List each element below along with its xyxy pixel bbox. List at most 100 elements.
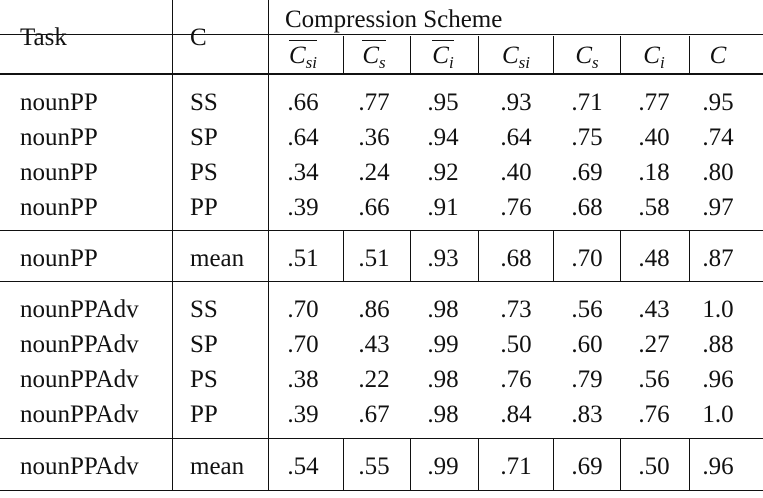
- divider-scheme-mean: [343, 230, 344, 281]
- cell-value: .83: [571, 401, 603, 428]
- cell-value: .92: [427, 159, 459, 186]
- cell-value: .27: [638, 331, 670, 358]
- cell-value: .84: [500, 401, 532, 428]
- cell-task: nounPPAdv: [20, 331, 139, 358]
- cell-value: .70: [287, 331, 319, 358]
- divider-scheme-mean: [343, 438, 344, 490]
- cell-value: .88: [702, 331, 734, 358]
- divider-scheme-mean: [553, 438, 554, 490]
- divider-task-c-mean: [172, 230, 173, 281]
- cell-condition: PP: [190, 401, 218, 428]
- cell-value: .98: [427, 401, 459, 428]
- cell-value: .95: [702, 89, 734, 116]
- divider-task-c-header: [172, 0, 173, 73]
- scheme-base: C: [709, 42, 727, 69]
- cell-mean-value: .71: [500, 453, 532, 480]
- divider-c-scheme: [268, 281, 269, 438]
- divider-scheme-2: [478, 36, 479, 73]
- cell-mean-label: mean: [190, 245, 245, 272]
- divider-task-c-mean: [172, 438, 173, 490]
- divider-scheme-5: [689, 36, 690, 73]
- scheme-base: C: [288, 42, 306, 69]
- cell-value: .18: [638, 159, 670, 186]
- cell-mean-value: .68: [500, 245, 532, 272]
- header-task: Task: [20, 24, 67, 51]
- cell-mean-value: .69: [571, 453, 603, 480]
- scheme-base: C: [432, 42, 449, 69]
- cell-value: .98: [427, 366, 459, 393]
- cell-mean-label: mean: [190, 453, 245, 480]
- cell-task: nounPPAdv: [20, 401, 139, 428]
- divider-scheme-mean: [410, 438, 411, 490]
- divider-c-scheme-header: [268, 0, 269, 73]
- divider-scheme-mean: [620, 438, 621, 490]
- header-compression-scheme: Compression Scheme: [285, 6, 503, 33]
- cell-value: .43: [358, 331, 390, 358]
- scheme-symbol: Ci: [432, 40, 454, 71]
- cell-value: 1.0: [702, 296, 734, 323]
- cell-value: .70: [287, 296, 319, 323]
- cell-value: .38: [287, 366, 319, 393]
- cell-mean-value: .55: [358, 453, 390, 480]
- cell-value: .69: [571, 159, 603, 186]
- cell-task: nounPP: [20, 89, 98, 116]
- cell-value: .43: [638, 296, 670, 323]
- scheme-subscript: i: [659, 53, 665, 72]
- cell-value: .36: [358, 124, 390, 151]
- rule-before-mean: [0, 230, 763, 231]
- cell-mean-value: .93: [427, 245, 459, 272]
- cell-value: .86: [358, 296, 390, 323]
- scheme-base: C: [575, 42, 593, 69]
- cell-condition: PP: [190, 194, 218, 221]
- divider-scheme-mean: [620, 230, 621, 281]
- cell-value: .76: [500, 366, 532, 393]
- cell-value: .40: [500, 159, 532, 186]
- rule-group-separator: [0, 281, 763, 282]
- header-scheme-0: Csi: [263, 40, 343, 71]
- cell-value: .67: [358, 401, 390, 428]
- scheme-subscript: s: [592, 53, 599, 72]
- cell-value: .76: [500, 194, 532, 221]
- divider-scheme-3: [553, 36, 554, 73]
- scheme-base: C: [501, 42, 519, 69]
- divider-scheme-mean: [478, 230, 479, 281]
- cell-task: nounPP: [20, 194, 98, 221]
- divider-scheme-1: [410, 36, 411, 73]
- cell-task: nounPPAdv: [20, 366, 139, 393]
- cell-value: .34: [287, 159, 319, 186]
- header-scheme-3: Csi: [476, 43, 556, 71]
- cell-value: .39: [287, 194, 319, 221]
- scheme-symbol: Cs: [575, 42, 599, 72]
- divider-scheme-4: [620, 36, 621, 73]
- cell-value: .22: [358, 366, 390, 393]
- header-scheme-2: Ci: [403, 40, 483, 71]
- cell-value: .60: [571, 331, 603, 358]
- divider-c-scheme-mean: [268, 438, 269, 490]
- cell-value: .39: [287, 401, 319, 428]
- cell-mean-value: .51: [358, 245, 390, 272]
- cell-value: .50: [500, 331, 532, 358]
- cell-value: .40: [638, 124, 670, 151]
- cell-value: .95: [427, 89, 459, 116]
- rule-bottom: [0, 490, 763, 491]
- cell-value: .74: [702, 124, 734, 151]
- cell-value: .24: [358, 159, 390, 186]
- cell-value: .91: [427, 194, 459, 221]
- cell-mean-value: .48: [638, 245, 670, 272]
- cell-mean-value: .96: [702, 453, 734, 480]
- cell-value: .64: [500, 124, 532, 151]
- cell-value: .76: [638, 401, 670, 428]
- rule-before-mean: [0, 438, 763, 439]
- cell-task: nounPPAdv: [20, 296, 139, 323]
- header-scheme-4: Cs: [547, 43, 627, 71]
- cell-value: .80: [702, 159, 734, 186]
- cell-value: .98: [427, 296, 459, 323]
- scheme-subscript: si: [518, 53, 531, 72]
- scheme-symbol: C: [710, 42, 727, 69]
- cell-mean-value: .99: [427, 453, 459, 480]
- scheme-symbol: Cs: [362, 40, 386, 71]
- cell-value: .93: [500, 89, 532, 116]
- divider-scheme-mean: [689, 230, 690, 281]
- divider-scheme-0: [343, 36, 344, 73]
